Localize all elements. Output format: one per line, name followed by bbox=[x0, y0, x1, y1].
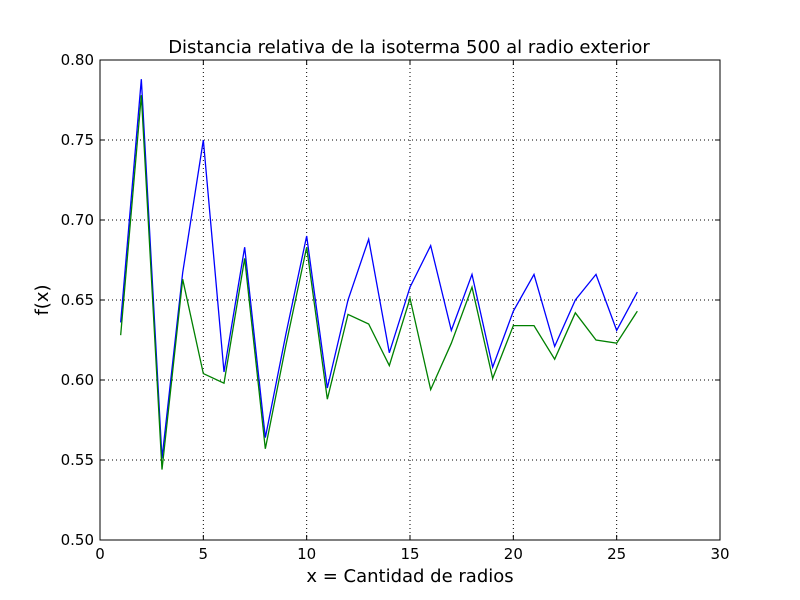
series-group bbox=[120, 79, 638, 470]
x-tick-label: 15 bbox=[400, 545, 419, 563]
x-tick-label: 30 bbox=[710, 545, 729, 563]
ticks: 0 5 10 15 20 25 30 0.50 0.55 0.60 0.65 0.70 0.75 0.80 bbox=[61, 51, 730, 563]
y-tick-label: 0.50 bbox=[61, 531, 94, 549]
x-tick-label: 20 bbox=[504, 545, 523, 563]
y-tick-label: 0.70 bbox=[61, 211, 94, 229]
y-tick-label: 0.65 bbox=[61, 291, 94, 309]
y-tick-label: 0.60 bbox=[61, 371, 94, 389]
y-tick-label: 0.75 bbox=[61, 131, 94, 149]
series-line-2 bbox=[120, 95, 638, 470]
y-tick-label: 0.80 bbox=[61, 51, 94, 69]
series-line-1 bbox=[120, 79, 638, 459]
x-tick-label: 10 bbox=[297, 545, 316, 563]
y-axis-label: f(x) bbox=[32, 284, 53, 315]
chart-title: Distancia relativa de la isoterma 500 al… bbox=[168, 37, 650, 58]
x-axis-label: x = Cantidad de radios bbox=[306, 566, 513, 587]
x-tick-label: 5 bbox=[199, 545, 209, 563]
x-tick-label: 25 bbox=[607, 545, 626, 563]
y-tick-label: 0.55 bbox=[61, 451, 94, 469]
x-tick-label: 0 bbox=[95, 545, 105, 563]
